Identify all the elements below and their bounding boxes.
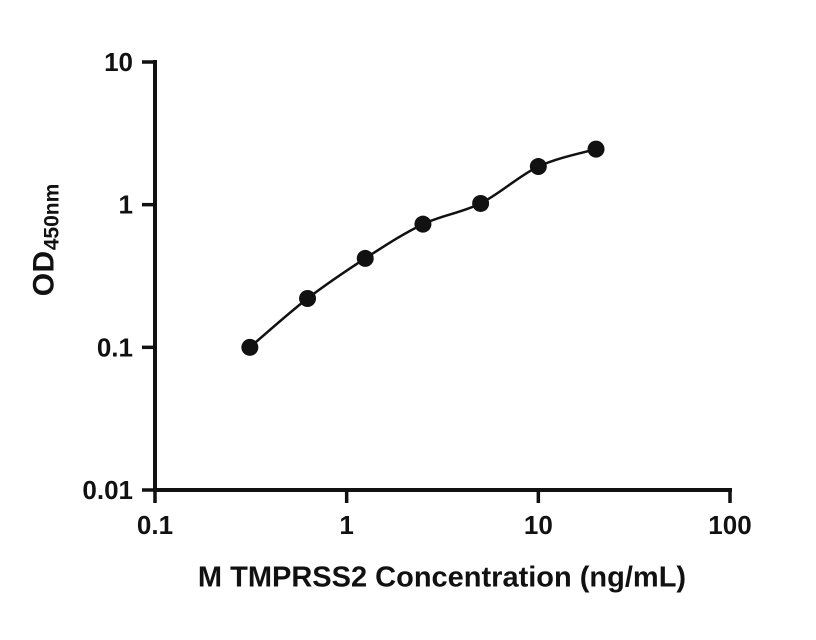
y-axis-title-subscript: 450nm [40,183,64,251]
y-axis-title-main: OD [27,250,61,297]
fit-curve [248,147,597,349]
x-tick-label: 1 [339,510,353,540]
y-tick-label: 1 [119,190,133,220]
data-point [587,140,605,158]
data-point [414,215,432,233]
axis-lines [153,60,732,492]
data-point [241,338,259,356]
x-axis-title: M TMPRSS2 Concentration (ng/mL) [197,561,687,594]
data-point [356,249,374,267]
x-tick-label: 10 [524,510,553,540]
y-axis-title: OD450nm [28,184,65,297]
y-tick-label: 10 [104,47,133,77]
y-tick-label: 0.1 [97,332,133,362]
data-point [472,194,490,212]
y-tick-label: 0.01 [82,475,133,505]
x-tick-label: 0.1 [137,510,173,540]
x-tick-label: 100 [708,510,751,540]
data-point [299,289,317,307]
data-point [529,158,547,176]
